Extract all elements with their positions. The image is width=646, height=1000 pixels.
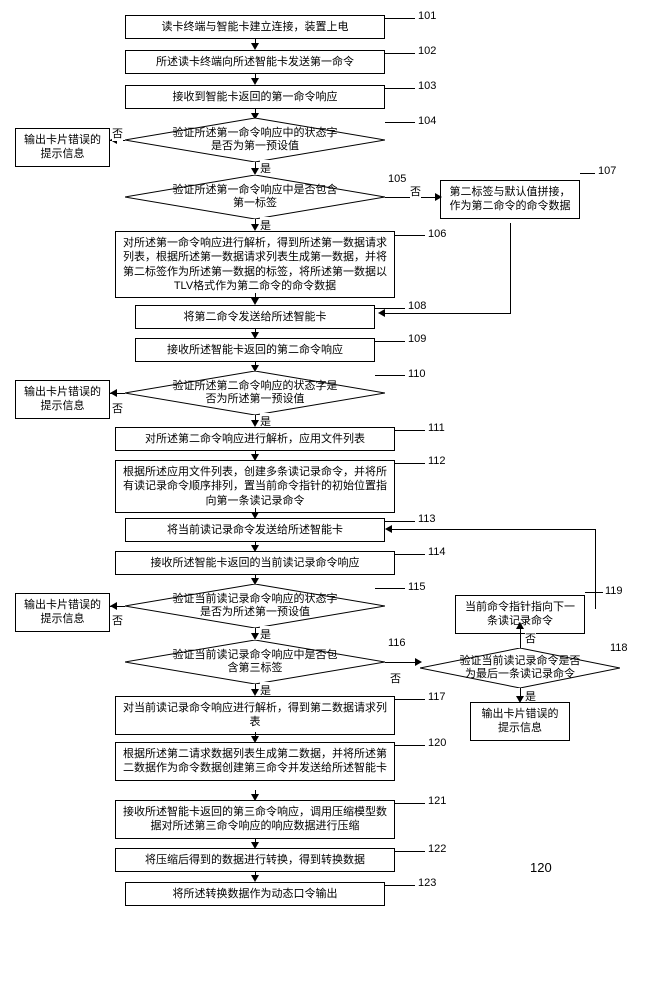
num-115: 115	[408, 581, 426, 593]
num-119: 119	[605, 585, 623, 597]
bottom-label: 120	[530, 860, 552, 875]
num-102: 102	[418, 45, 436, 57]
num-110: 110	[408, 368, 426, 380]
node-116: 验证当前读记录命令响应中是否包含第三标签	[125, 640, 385, 684]
lbl-no-116: 否	[390, 670, 401, 686]
num-117: 117	[428, 691, 446, 703]
node-104: 验证所述第一命令响应中的状态字是否为第一预设值	[125, 118, 385, 162]
node-113: 将当前读记录命令发送给所述智能卡	[125, 518, 385, 542]
node-105: 验证所述第一命令响应中是否包含第一标签	[125, 175, 385, 219]
num-122: 122	[428, 843, 446, 855]
node-103: 接收到智能卡返回的第一命令响应	[125, 85, 385, 109]
node-102: 所述读卡终端向所述智能卡发送第一命令	[125, 50, 385, 74]
lbl-no-110: 否	[112, 400, 123, 416]
node-108: 将第二命令发送给所述智能卡	[135, 305, 375, 329]
node-112: 根据所述应用文件列表，创建多条读记录命令，并将所有读记录命令顺序排列，置当前命令…	[115, 460, 395, 513]
num-103: 103	[418, 80, 436, 92]
num-118: 118	[610, 642, 628, 654]
node-121: 接收所述智能卡返回的第三命令响应，调用压缩模型数据对所述第三命令响应的响应数据进…	[115, 800, 395, 839]
node-101: 读卡终端与智能卡建立连接，装置上电	[125, 15, 385, 39]
lbl-yes-104: 是	[260, 160, 271, 176]
num-112: 112	[428, 455, 446, 467]
node-118: 验证当前读记录命令是否为最后一条读记录命令	[420, 648, 620, 688]
node-err3: 输出卡片错误的提示信息	[15, 593, 110, 632]
num-120: 120	[428, 737, 446, 749]
node-120: 根据所述第二请求数据列表生成第二数据，并将所述第二数据作为命令数据创建第三命令并…	[115, 742, 395, 781]
node-114: 接收所述智能卡返回的当前读记录命令响应	[115, 551, 395, 575]
num-108: 108	[408, 300, 426, 312]
node-111: 对所述第二命令响应进行解析，应用文件列表	[115, 427, 395, 451]
node-115: 验证当前读记录命令响应的状态字是否为所述第一预设值	[125, 584, 385, 628]
num-105: 105	[388, 173, 406, 185]
node-err4: 输出卡片错误的提示信息	[470, 702, 570, 741]
flowchart-container: 读卡终端与智能卡建立连接，装置上电 101 所述读卡终端向所述智能卡发送第一命令…	[10, 10, 636, 990]
num-106: 106	[428, 228, 446, 240]
lbl-no-118: 否	[525, 630, 536, 646]
lbl-no-104: 否	[112, 125, 123, 141]
node-107: 第二标签与默认值拼接，作为第二命令的命令数据	[440, 180, 580, 219]
node-err1: 输出卡片错误的提示信息	[15, 128, 110, 167]
num-121: 121	[428, 795, 446, 807]
node-123: 将所述转换数据作为动态口令输出	[125, 882, 385, 906]
num-111: 111	[428, 422, 445, 434]
num-104: 104	[418, 115, 436, 127]
num-101: 101	[418, 10, 436, 22]
node-err2: 输出卡片错误的提示信息	[15, 380, 110, 419]
lbl-no-115: 否	[112, 612, 123, 628]
node-110: 验证所述第二命令响应的状态字是否为所述第一预设值	[125, 371, 385, 415]
node-109: 接收所述智能卡返回的第二命令响应	[135, 338, 375, 362]
num-114: 114	[428, 546, 446, 558]
node-122: 将压缩后得到的数据进行转换，得到转换数据	[115, 848, 395, 872]
num-113: 113	[418, 513, 436, 525]
node-106: 对所述第一命令响应进行解析，得到所述第一数据请求列表，根据所述第一数据请求列表生…	[115, 231, 395, 298]
num-109: 109	[408, 333, 426, 345]
num-107: 107	[598, 165, 616, 177]
num-116: 116	[388, 637, 406, 649]
node-117: 对当前读记录命令响应进行解析，得到第二数据请求列表	[115, 696, 395, 735]
num-123: 123	[418, 877, 436, 889]
lbl-no-105: 否	[410, 183, 421, 199]
